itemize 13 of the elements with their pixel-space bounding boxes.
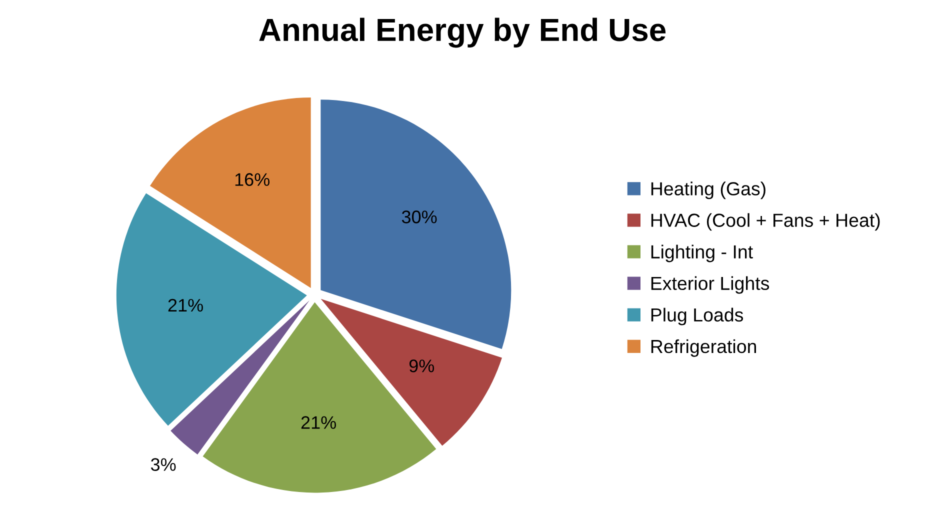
- legend-label: Lighting - Int: [651, 244, 753, 262]
- data-label: 9%: [409, 360, 434, 372]
- legend-label: Heating (Gas): [651, 182, 766, 200]
- chart-title: Annual Energy by End Use: [259, 18, 666, 48]
- data-label: 21%: [301, 416, 336, 429]
- legend-label: Refrigeration: [651, 339, 756, 357]
- data-label: 3%: [150, 458, 176, 471]
- data-label: 30%: [402, 210, 437, 224]
- legend-label: Exterior Lights: [651, 276, 770, 294]
- legend-label: Plug Loads: [651, 308, 744, 326]
- data-label: 16%: [235, 173, 270, 186]
- data-label: 21%: [168, 298, 203, 312]
- legend-label: HVAC (Cool + Fans + Heat): [651, 213, 880, 231]
